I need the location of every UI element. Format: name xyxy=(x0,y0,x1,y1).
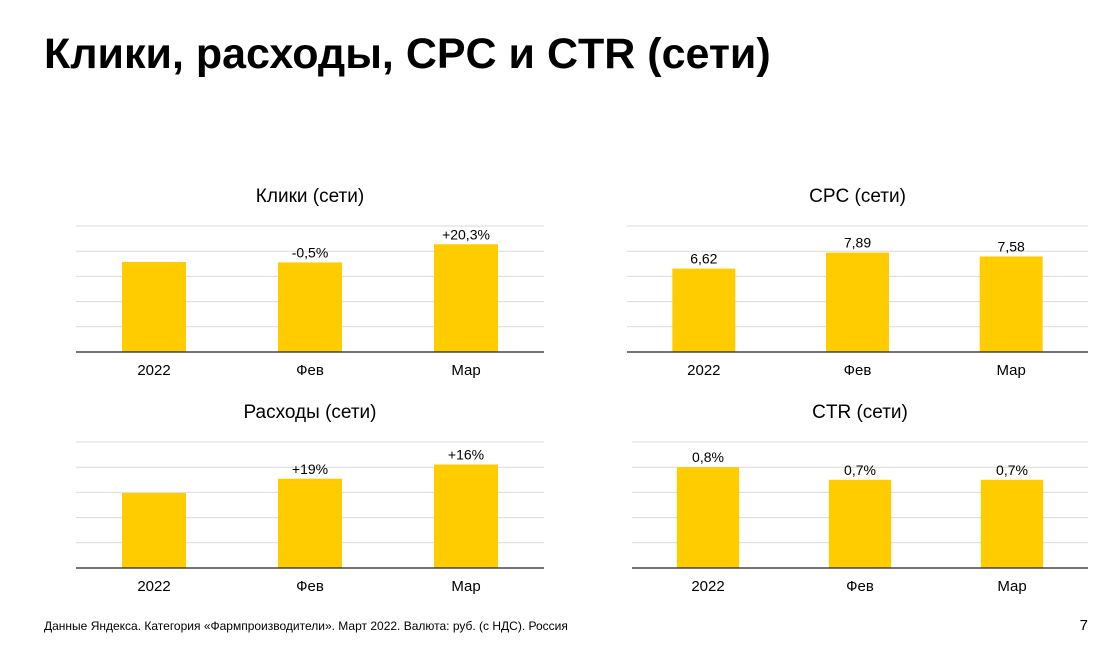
x-tick-label: Фев xyxy=(844,362,872,379)
bar-Фев xyxy=(278,262,342,352)
bar-2022 xyxy=(676,467,740,568)
x-tick-label: 2022 xyxy=(691,578,724,595)
data-label: 0,7% xyxy=(996,462,1028,478)
data-label: +16% xyxy=(448,447,484,463)
x-tick-label: 2022 xyxy=(137,578,170,595)
chart-title: Расходы (сети) xyxy=(244,402,377,423)
page-number: 7 xyxy=(1079,617,1088,634)
x-tick-label: Мар xyxy=(997,578,1026,595)
x-tick-label: 2022 xyxy=(687,362,720,379)
x-tick-label: Мар xyxy=(451,362,480,379)
chart-title: Клики (сети) xyxy=(256,186,364,207)
bar-2022 xyxy=(672,268,736,352)
bar-Мар xyxy=(434,464,498,568)
data-label: 7,58 xyxy=(998,238,1025,254)
footer-note: Данные Яндекса. Категория «Фармпроизводи… xyxy=(44,619,568,633)
chart-panel-spend: Расходы (сети) 2022 +19% Фев +16% Мар xyxy=(76,396,544,601)
bar-Мар xyxy=(980,479,1044,568)
chart-title: CPC (сети) xyxy=(809,186,906,207)
x-tick-label: Мар xyxy=(996,362,1025,379)
chart-svg: Клики (сети) 2022 -0,5% Фев +20,3% Мар xyxy=(76,186,544,379)
x-tick-label: Мар xyxy=(451,578,480,595)
chart-svg: CPC (сети) 6,62 2022 7,89 Фев 7,58 Мар xyxy=(627,186,1088,379)
data-label: 6,62 xyxy=(690,251,717,267)
bar-2022 xyxy=(122,262,186,352)
bar-Фев xyxy=(825,252,890,352)
chart-panel-ctr: CTR (сети) 0,8% 2022 0,7% Фев 0,7% Мар xyxy=(632,396,1088,601)
chart-panel-cpc: CPC (сети) 6,62 2022 7,89 Фев 7,58 Мар xyxy=(627,180,1088,385)
x-tick-label: Фев xyxy=(296,362,324,379)
bar-Фев xyxy=(828,479,892,568)
page-title: Клики, расходы, CPC и CTR (сети) xyxy=(44,30,771,78)
data-label: 7,89 xyxy=(844,235,871,251)
chart-svg: CTR (сети) 0,8% 2022 0,7% Фев 0,7% Мар xyxy=(632,402,1088,595)
chart-svg: Расходы (сети) 2022 +19% Фев +16% Мар xyxy=(76,402,544,595)
bar-2022 xyxy=(122,493,186,568)
data-label: 0,8% xyxy=(692,449,724,465)
data-label: 0,7% xyxy=(844,462,876,478)
x-tick-label: 2022 xyxy=(137,362,170,379)
chart-panel-clicks: Клики (сети) 2022 -0,5% Фев +20,3% Мар xyxy=(76,180,544,385)
bar-Мар xyxy=(434,244,498,352)
data-label: +20,3% xyxy=(442,226,490,242)
chart-title: CTR (сети) xyxy=(812,402,908,423)
x-tick-label: Фев xyxy=(296,578,324,595)
x-tick-label: Фев xyxy=(846,578,874,595)
bar-Фев xyxy=(278,478,342,568)
bar-Мар xyxy=(979,256,1043,352)
data-label: +19% xyxy=(292,461,328,477)
data-label: -0,5% xyxy=(292,244,329,260)
